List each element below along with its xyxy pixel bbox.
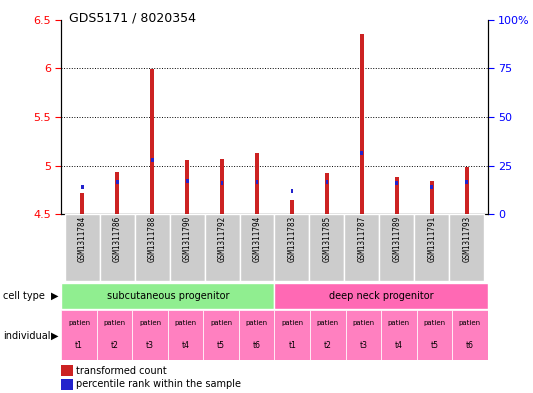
Text: GSM1311792: GSM1311792 bbox=[217, 216, 227, 263]
Text: t5: t5 bbox=[217, 342, 225, 350]
Bar bbox=[97, 310, 132, 360]
FancyBboxPatch shape bbox=[344, 214, 379, 281]
Bar bbox=[239, 310, 274, 360]
Text: patien: patien bbox=[459, 320, 481, 326]
Bar bbox=[61, 283, 274, 309]
Text: patien: patien bbox=[317, 320, 339, 326]
Text: GSM1311794: GSM1311794 bbox=[253, 216, 262, 263]
Bar bbox=[80, 193, 84, 214]
Text: GSM1311793: GSM1311793 bbox=[462, 216, 471, 263]
FancyBboxPatch shape bbox=[239, 214, 274, 281]
Bar bbox=[325, 173, 329, 214]
Bar bbox=[61, 310, 97, 360]
Bar bbox=[116, 180, 119, 184]
Bar bbox=[465, 167, 469, 214]
Text: individual: individual bbox=[3, 331, 50, 341]
FancyBboxPatch shape bbox=[414, 214, 449, 281]
Text: percentile rank within the sample: percentile rank within the sample bbox=[76, 379, 241, 389]
Text: GSM1311791: GSM1311791 bbox=[427, 216, 437, 263]
Text: t1: t1 bbox=[75, 342, 83, 350]
Text: t1: t1 bbox=[288, 342, 296, 350]
Text: t6: t6 bbox=[466, 342, 474, 350]
Bar bbox=[395, 181, 398, 185]
Bar bbox=[430, 181, 434, 214]
Text: GSM1311788: GSM1311788 bbox=[148, 216, 157, 263]
Bar bbox=[168, 310, 204, 360]
Bar bbox=[417, 310, 452, 360]
Bar bbox=[221, 181, 223, 185]
Text: t3: t3 bbox=[146, 342, 154, 350]
Bar bbox=[290, 189, 293, 193]
Text: transformed count: transformed count bbox=[76, 366, 167, 376]
Text: patien: patien bbox=[210, 320, 232, 326]
Bar bbox=[274, 310, 310, 360]
Text: GSM1311787: GSM1311787 bbox=[357, 216, 366, 263]
FancyBboxPatch shape bbox=[65, 214, 100, 281]
FancyBboxPatch shape bbox=[449, 214, 484, 281]
Bar bbox=[290, 200, 294, 214]
FancyBboxPatch shape bbox=[379, 214, 414, 281]
Text: patien: patien bbox=[423, 320, 446, 326]
Bar bbox=[81, 185, 84, 189]
Bar bbox=[185, 179, 189, 183]
Bar bbox=[395, 177, 399, 214]
FancyBboxPatch shape bbox=[310, 214, 344, 281]
Bar bbox=[255, 153, 259, 214]
Bar bbox=[274, 283, 488, 309]
Text: patien: patien bbox=[139, 320, 161, 326]
Text: ▶: ▶ bbox=[51, 291, 59, 301]
Text: patien: patien bbox=[388, 320, 410, 326]
Text: patien: patien bbox=[103, 320, 126, 326]
FancyBboxPatch shape bbox=[100, 214, 135, 281]
Bar bbox=[151, 158, 154, 162]
Bar bbox=[345, 310, 381, 360]
Text: t3: t3 bbox=[359, 342, 367, 350]
Text: patien: patien bbox=[352, 320, 374, 326]
Text: t5: t5 bbox=[430, 342, 439, 350]
Bar bbox=[326, 180, 328, 184]
Bar bbox=[204, 310, 239, 360]
Text: GSM1311784: GSM1311784 bbox=[78, 216, 87, 263]
Bar bbox=[132, 310, 168, 360]
Text: t2: t2 bbox=[324, 342, 332, 350]
Text: patien: patien bbox=[246, 320, 268, 326]
Text: GSM1311789: GSM1311789 bbox=[392, 216, 401, 263]
Text: GSM1311783: GSM1311783 bbox=[287, 216, 296, 263]
Bar bbox=[452, 310, 488, 360]
Text: t4: t4 bbox=[182, 342, 190, 350]
FancyBboxPatch shape bbox=[205, 214, 239, 281]
FancyBboxPatch shape bbox=[135, 214, 169, 281]
Text: patien: patien bbox=[175, 320, 197, 326]
Text: GSM1311785: GSM1311785 bbox=[322, 216, 332, 263]
Bar bbox=[310, 310, 345, 360]
Bar bbox=[381, 310, 417, 360]
Bar bbox=[360, 34, 364, 214]
Text: deep neck progenitor: deep neck progenitor bbox=[329, 291, 433, 301]
Bar bbox=[360, 151, 364, 155]
Bar bbox=[465, 180, 468, 184]
Text: patien: patien bbox=[281, 320, 303, 326]
Bar bbox=[150, 69, 154, 214]
Text: t4: t4 bbox=[395, 342, 403, 350]
Text: t6: t6 bbox=[253, 342, 261, 350]
Bar bbox=[430, 185, 433, 189]
Text: t2: t2 bbox=[111, 342, 118, 350]
Text: ▶: ▶ bbox=[51, 331, 59, 341]
Text: GDS5171 / 8020354: GDS5171 / 8020354 bbox=[69, 12, 196, 25]
Bar bbox=[115, 173, 119, 214]
FancyBboxPatch shape bbox=[274, 214, 310, 281]
FancyBboxPatch shape bbox=[169, 214, 205, 281]
Bar bbox=[185, 160, 189, 214]
Text: patien: patien bbox=[68, 320, 90, 326]
Text: cell type: cell type bbox=[3, 291, 45, 301]
Text: GSM1311790: GSM1311790 bbox=[183, 216, 192, 263]
Text: GSM1311786: GSM1311786 bbox=[112, 216, 122, 263]
Bar bbox=[220, 159, 224, 214]
Bar bbox=[256, 180, 259, 184]
Text: subcutaneous progenitor: subcutaneous progenitor bbox=[107, 291, 229, 301]
